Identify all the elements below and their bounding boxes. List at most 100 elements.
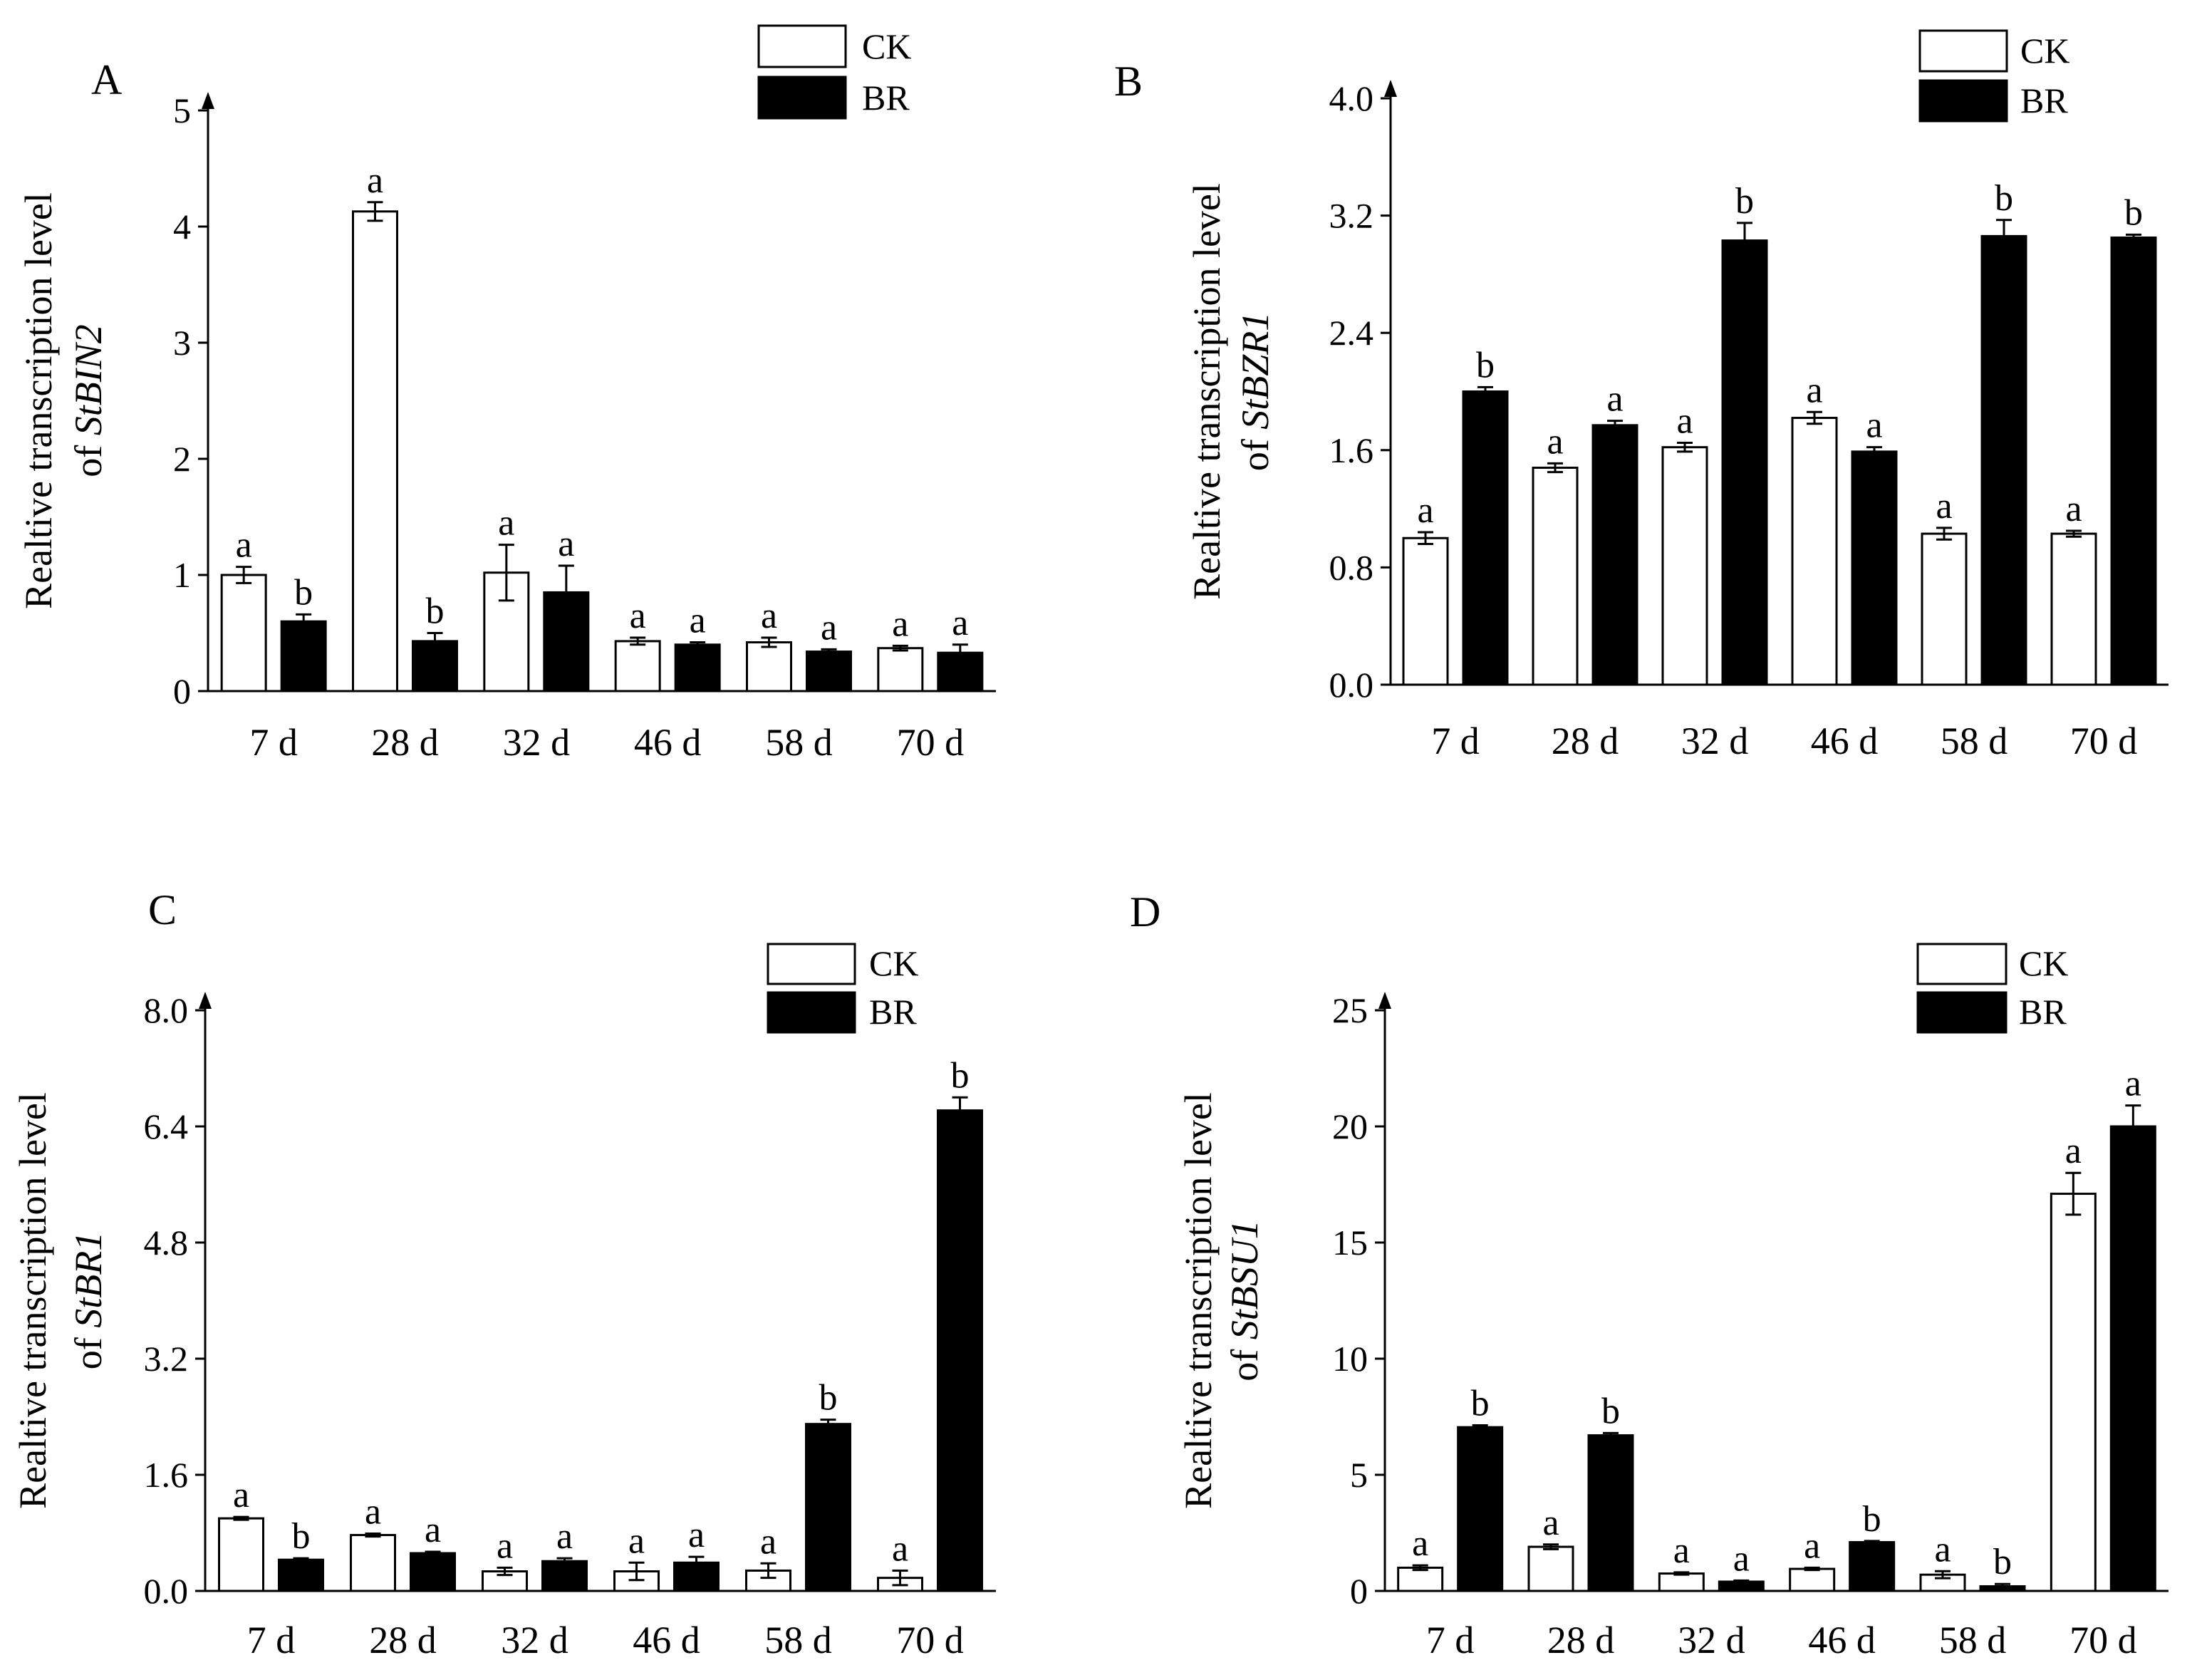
x-tick-label: 46 d (634, 721, 702, 764)
significance-letter: a (497, 1525, 513, 1566)
x-tick-label: 70 d (2070, 720, 2138, 762)
bar-ck (746, 641, 792, 693)
x-tick-label: 28 d (369, 1619, 437, 1661)
bar-br (1851, 450, 1898, 686)
x-tick-label: 32 d (1681, 720, 1749, 762)
y-tick-label: 2 (173, 439, 191, 479)
x-tick-label: 32 d (501, 1619, 568, 1661)
bar-ck (1527, 1545, 1574, 1592)
significance-letter: a (688, 1515, 705, 1555)
significance-letter: a (1866, 405, 1882, 446)
legend-swatch-br (767, 991, 856, 1034)
significance-letter: a (630, 596, 646, 636)
significance-letter: a (760, 1521, 777, 1562)
significance-letter: a (2065, 489, 2082, 529)
legend-label-br: BR (2019, 992, 2067, 1032)
y-tick-label: 5 (1350, 1455, 1368, 1495)
significance-letter: a (1412, 1523, 1428, 1564)
significance-letter: a (628, 1520, 645, 1561)
bar-br (2109, 1125, 2156, 1592)
significance-letter: a (2065, 1131, 2082, 1171)
y-tick-label: 20 (1332, 1106, 1368, 1146)
bar-br (937, 651, 984, 693)
bar-br (806, 650, 852, 693)
y-axis-label: Realtive transcription level (1185, 183, 1228, 600)
x-tick-label: 70 d (896, 1619, 964, 1661)
panel-c: C 0.0 1.6 3.2 4.8 6.4 8.0 Realtive transcriptio… (11, 886, 996, 1661)
bar-ck (218, 1517, 264, 1592)
y-axis-label: Realtive transcription level (1177, 1092, 1220, 1509)
significance-letter: a (498, 503, 514, 544)
y-tick-label: 6.4 (144, 1106, 189, 1146)
y-tick-label: 1.6 (1329, 430, 1374, 470)
y-axis-arrow-icon (202, 92, 214, 109)
significance-letter: a (1417, 490, 1433, 531)
bar-ck (350, 1534, 396, 1592)
significance-letter: a (233, 1475, 249, 1515)
y-tick-label: 3.2 (1329, 196, 1374, 236)
legend-label-ck: CK (862, 26, 911, 66)
gene-name: StBR1 (67, 1232, 110, 1328)
legend-label-ck: CK (2020, 31, 2069, 71)
y-axis-arrow-icon (1384, 80, 1397, 97)
y-tick-label: 15 (1332, 1223, 1368, 1262)
gene-name: StBIN2 (67, 324, 110, 435)
significance-letter: b (1993, 1542, 2012, 1582)
bar-ck (1661, 446, 1708, 686)
legend-swatch-br (1916, 991, 2008, 1034)
y-tick-label: 4 (173, 207, 191, 247)
panel-letter: B (1114, 58, 1143, 105)
bar-ck (220, 574, 267, 693)
y-axis-label: Realtive transcription level (17, 192, 60, 609)
significance-letter: b (951, 1055, 970, 1096)
significance-letter: a (365, 1492, 381, 1533)
y-tick-label: 2.4 (1329, 313, 1374, 353)
significance-letter: a (821, 607, 837, 648)
significance-letter: a (952, 603, 968, 643)
significance-letter: a (1806, 370, 1822, 410)
significance-letter: a (1676, 401, 1693, 442)
bar-ck (1791, 417, 1838, 686)
bar-ck (1921, 532, 1968, 686)
bar-ck (352, 210, 398, 693)
legend-label-ck: CK (869, 943, 918, 983)
significance-letter: b (426, 591, 445, 632)
significance-letter: a (690, 601, 706, 641)
legend-label-br: BR (862, 78, 910, 118)
significance-letter: a (367, 160, 383, 201)
x-tick-label: 7 d (1431, 720, 1480, 762)
panel-letter: A (91, 56, 122, 103)
bar-ck (1658, 1572, 1705, 1592)
bar-br (1462, 390, 1509, 686)
bar-ck (614, 640, 661, 693)
x-tick-label: 7 d (249, 721, 298, 764)
x-tick-label: 58 d (765, 721, 833, 764)
y-axis-label-gene: of StBIN2 (67, 324, 110, 477)
bar-br (1721, 239, 1768, 686)
y-tick-label: 0 (1350, 1571, 1368, 1611)
significance-letter: a (1733, 1538, 1750, 1579)
y-tick-label: 1 (173, 555, 191, 595)
significance-letter: a (1673, 1530, 1690, 1571)
panel-d: D 0 5 10 15 20 25 Realtive transcription level o… (1130, 888, 2169, 1661)
legend-swatch-ck (757, 24, 847, 68)
significance-letter: b (819, 1378, 838, 1419)
significance-letter: a (2125, 1064, 2141, 1104)
y-tick-label: 5 (173, 90, 191, 130)
significance-letter: a (1804, 1525, 1820, 1566)
significance-letter: a (892, 603, 908, 644)
bar-br (280, 620, 327, 693)
y-axis-label-gene: of StBZR1 (1234, 312, 1277, 472)
x-tick-label: 46 d (1811, 720, 1879, 762)
significance-letter: a (1542, 1503, 1559, 1543)
x-tick-label: 58 d (1939, 1619, 2007, 1661)
y-tick-label: 0 (173, 671, 191, 711)
bar-br (541, 1560, 588, 1592)
panel-letter: C (148, 886, 177, 933)
bar-ck (1397, 1566, 1444, 1592)
significance-letter: a (1547, 421, 1563, 462)
bar-br (937, 1109, 983, 1592)
legend-swatch-ck (1916, 943, 2008, 985)
significance-letter: b (1995, 178, 2013, 219)
